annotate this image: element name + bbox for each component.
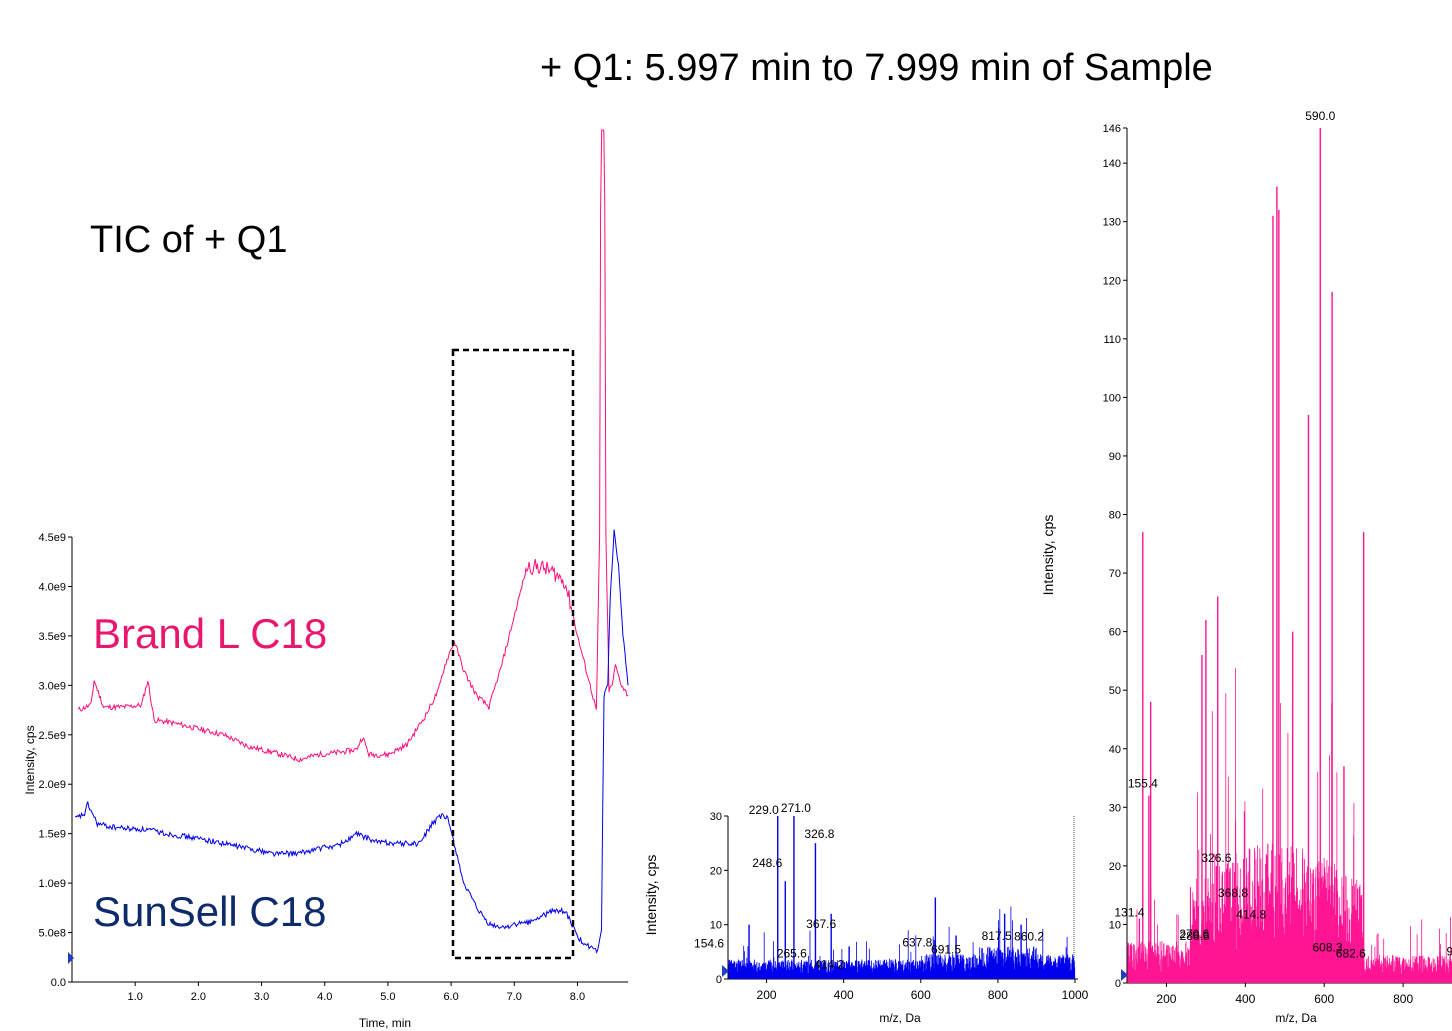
tic-ytick-label: 2.0e9 bbox=[38, 779, 66, 791]
s2-peak-label: 682.6 bbox=[1336, 947, 1366, 961]
s1-peak-label: 414.2 bbox=[814, 957, 844, 971]
s2-peak-label: 286.6 bbox=[1180, 929, 1210, 943]
tic-xtick-label: 8.0 bbox=[570, 991, 585, 1003]
s1-peak-label: 817.5 bbox=[982, 929, 1012, 943]
tic-ytick-label: 0.0 bbox=[51, 977, 66, 989]
tic-title: TIC of + Q1 bbox=[90, 219, 287, 261]
tic-line-sunsell bbox=[75, 529, 629, 954]
s2-ytick-label: 146 bbox=[1103, 123, 1121, 135]
spectrum-title: + Q1: 5.997 min to 7.999 min of Sample bbox=[540, 47, 1213, 89]
s2-ytick-label: 70 bbox=[1109, 568, 1121, 580]
s2-ytick-label: 0 bbox=[1115, 978, 1121, 990]
s2-peak-label: 590.0 bbox=[1305, 109, 1335, 123]
s1-peak-label: 271.0 bbox=[781, 801, 811, 815]
tic-xlabel: Time, min bbox=[359, 1016, 411, 1030]
tic-xtick-label: 4.0 bbox=[317, 991, 332, 1003]
tic-line-brand-l bbox=[77, 129, 629, 763]
s1-xtick-label: 200 bbox=[757, 988, 777, 1002]
s2-peak-label: 958.1 bbox=[1446, 945, 1452, 959]
tic-ytick-label: 1.0e9 bbox=[38, 878, 66, 890]
s1-ytick-label: 10 bbox=[710, 920, 722, 932]
s2-ytick-label: 140 bbox=[1103, 158, 1121, 170]
s1-ytick-label: 20 bbox=[710, 865, 722, 877]
s2-xtick-label: 200 bbox=[1156, 992, 1176, 1006]
tic-ytick-label: 4.0e9 bbox=[38, 581, 66, 593]
s1-peak-label: 367.6 bbox=[806, 917, 836, 931]
tic-xtick-label: 2.0 bbox=[191, 991, 206, 1003]
label-sunsell: SunSell C18 bbox=[93, 888, 326, 935]
s2-peak-label: 155.4 bbox=[1128, 777, 1158, 791]
s2-peak-label: 326.6 bbox=[1201, 851, 1231, 865]
s1-xtick-label: 600 bbox=[911, 988, 931, 1002]
s2-peak-label: 270.6 bbox=[1179, 927, 1209, 941]
s1-xtick-label: 400 bbox=[834, 988, 854, 1002]
s2-ytick-label: 10 bbox=[1109, 919, 1121, 931]
s2-ytick-label: 20 bbox=[1109, 861, 1121, 873]
s2-xtick-label: 800 bbox=[1393, 992, 1413, 1006]
s2-ytick-label: 30 bbox=[1109, 802, 1121, 814]
s2-ytick-label: 90 bbox=[1109, 451, 1121, 463]
s1-peak-label: 265.6 bbox=[777, 947, 807, 961]
s2-ytick-label: 120 bbox=[1103, 275, 1121, 287]
tic-xtick-label: 6.0 bbox=[443, 991, 458, 1003]
s1-ytick-label: 0 bbox=[716, 974, 722, 986]
s2-ytick-label: 60 bbox=[1109, 627, 1121, 639]
s1-peak-label: 691.5 bbox=[931, 943, 961, 957]
s1-peak-label: 326.8 bbox=[804, 827, 834, 841]
s2-marker bbox=[1121, 969, 1128, 981]
tic-xtick-label: 1.0 bbox=[128, 991, 143, 1003]
s1-peak-label: 637.8 bbox=[902, 936, 932, 950]
s2-ytick-label: 100 bbox=[1103, 392, 1121, 404]
s2-ytick-label: 40 bbox=[1109, 744, 1121, 756]
tic-ytick-label: 3.0e9 bbox=[38, 680, 66, 692]
tic-marker bbox=[68, 952, 74, 964]
highlight-box bbox=[451, 348, 575, 960]
s2-peak-label: 608.3 bbox=[1312, 941, 1342, 955]
label-brand-l: Brand L C18 bbox=[93, 610, 327, 657]
s2-ytick-label: 80 bbox=[1109, 510, 1121, 522]
s2-ytick-label: 50 bbox=[1109, 685, 1121, 697]
s2-xlabel: m/z, Da bbox=[1275, 1011, 1317, 1025]
s2-xtick-label: 600 bbox=[1314, 992, 1334, 1006]
tic-ytick-label: 3.5e9 bbox=[38, 631, 66, 643]
tic-ylabel: Intensity, cps bbox=[23, 725, 37, 794]
s2-ytick-label: 110 bbox=[1103, 334, 1121, 346]
spectrum-brandl-chart: Intensity, cps m/z, Da 0 10 20 30 40 50 60 70 80… bbox=[1040, 109, 1452, 1025]
tic-xtick-label: 7.0 bbox=[507, 991, 522, 1003]
s2-peak-label: 414.8 bbox=[1236, 907, 1266, 921]
s2-xtick-label: 400 bbox=[1235, 992, 1255, 1006]
s1-xlabel: m/z, Da bbox=[879, 1011, 921, 1025]
s2-noise bbox=[1127, 668, 1452, 983]
tic-ytick-label: 2.5e9 bbox=[38, 730, 66, 742]
s1-ytick-label: 30 bbox=[710, 811, 722, 823]
tic-ytick-label: 1.5e9 bbox=[38, 829, 66, 841]
tic-xtick-label: 3.0 bbox=[254, 991, 269, 1003]
s1-noise bbox=[728, 906, 1076, 979]
s1-peak-label: 248.6 bbox=[752, 856, 782, 870]
s1-xtick-label: 800 bbox=[988, 988, 1008, 1002]
tic-chart: Intensity, cps Time, min 0.0 5.0e8 1.0e9 1.… bbox=[23, 129, 629, 1030]
s1-peak-label: 229.0 bbox=[749, 803, 779, 817]
tic-ytick-label: 4.5e9 bbox=[38, 532, 66, 544]
tic-ytick-label: 5.0e8 bbox=[38, 928, 66, 940]
s2-peak-label: 368.8 bbox=[1218, 886, 1248, 900]
s1-xtick-label: 1000 bbox=[1062, 988, 1089, 1002]
s2-ylabel: Intensity, cps bbox=[1040, 515, 1056, 596]
s1-marker bbox=[722, 965, 729, 977]
s1-ylabel: Intensity, cps bbox=[643, 855, 659, 936]
tic-xtick-label: 5.0 bbox=[380, 991, 395, 1003]
s1-peak-label: 154.6 bbox=[694, 937, 724, 951]
spectrum-sunsell-chart: Intensity, cps m/z, Da 0 10 20 30 200 400 600 8… bbox=[643, 801, 1089, 1025]
s2-peak-label: 131.4 bbox=[1114, 906, 1144, 920]
s2-ytick-label: 130 bbox=[1103, 217, 1121, 229]
s1-peak-label: 860.2 bbox=[1014, 930, 1044, 944]
